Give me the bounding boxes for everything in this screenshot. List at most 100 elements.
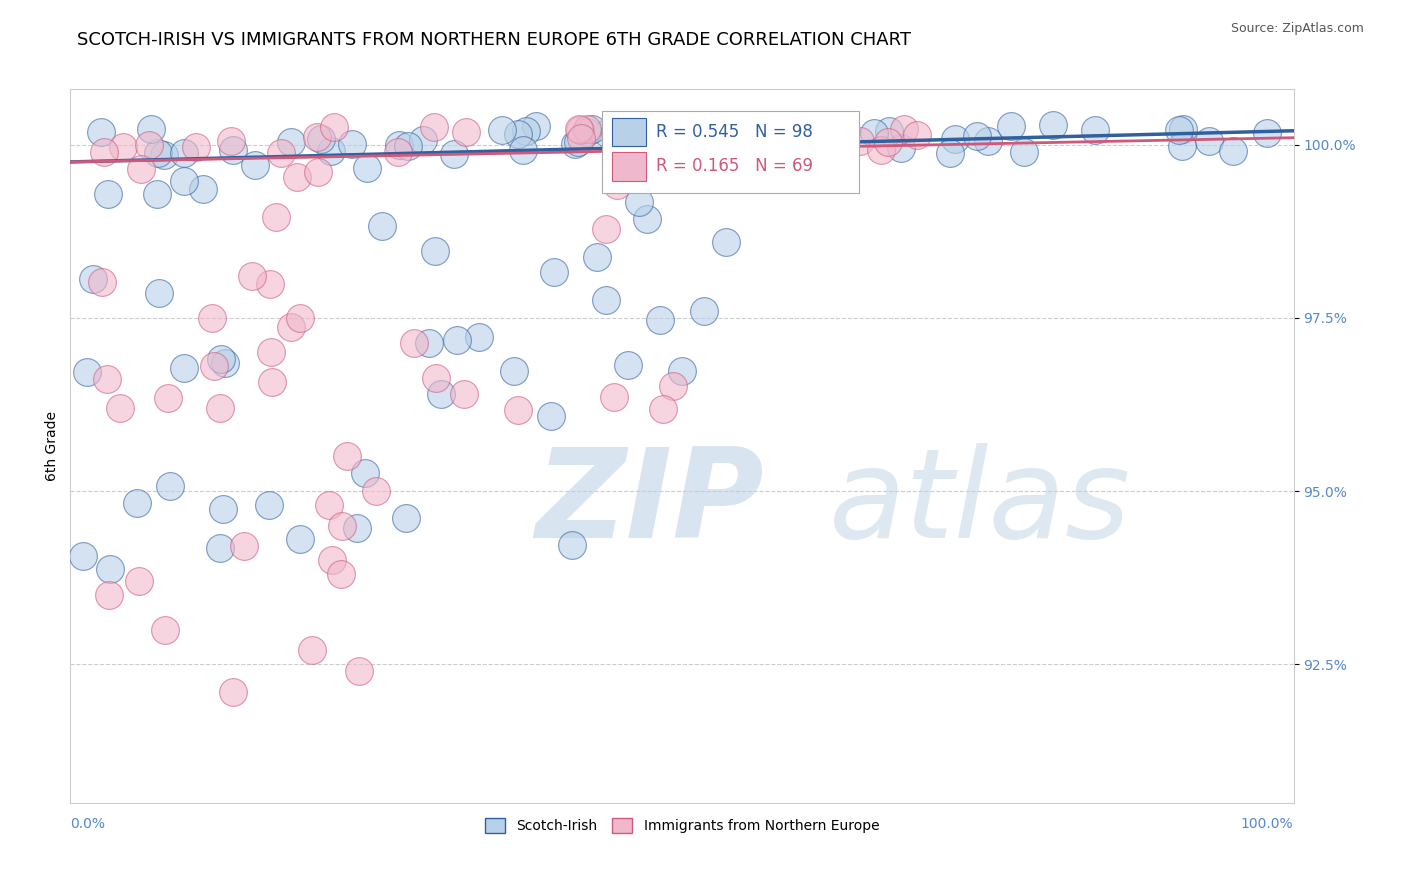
Point <box>502 364 524 378</box>
Point <box>1222 144 1244 158</box>
Point <box>349 664 371 678</box>
Point <box>693 303 716 318</box>
Point <box>290 532 312 546</box>
Point <box>1014 145 1036 160</box>
Point <box>1084 123 1107 137</box>
Point <box>395 511 418 525</box>
Point <box>159 478 181 492</box>
Point <box>214 356 236 370</box>
Point <box>1042 118 1064 132</box>
Point <box>468 330 491 344</box>
Point <box>288 310 311 325</box>
Point <box>72 549 94 563</box>
Point <box>877 135 900 149</box>
Point <box>340 137 363 152</box>
Point <box>491 123 513 137</box>
Text: 100.0%: 100.0% <box>1241 817 1294 831</box>
Point <box>977 134 1000 148</box>
Point <box>208 541 231 556</box>
Point <box>240 269 263 284</box>
Point <box>346 521 368 535</box>
Point <box>543 264 565 278</box>
Point <box>717 118 740 132</box>
Point <box>966 129 988 144</box>
Point <box>82 271 104 285</box>
Point <box>1256 126 1278 140</box>
Point <box>569 122 592 136</box>
Point <box>221 134 243 148</box>
Point <box>697 123 720 137</box>
Text: SCOTCH-IRISH VS IMMIGRANTS FROM NORTHERN EUROPE 6TH GRADE CORRELATION CHART: SCOTCH-IRISH VS IMMIGRANTS FROM NORTHERN… <box>77 31 911 49</box>
Point <box>93 145 115 159</box>
Point <box>443 146 465 161</box>
Point <box>396 139 419 153</box>
Point <box>793 133 815 147</box>
Point <box>1168 122 1191 136</box>
Point <box>173 146 195 161</box>
Point <box>939 145 962 160</box>
Point <box>148 286 170 301</box>
Bar <box>612 152 647 180</box>
Point <box>257 499 280 513</box>
Point <box>627 195 650 210</box>
Point <box>305 129 328 144</box>
Point <box>453 387 475 401</box>
Point <box>595 222 617 236</box>
Point <box>280 320 302 334</box>
Point <box>669 132 692 146</box>
Point <box>616 127 638 141</box>
Point <box>112 140 135 154</box>
Point <box>581 122 603 136</box>
Point <box>329 567 352 582</box>
Legend: Scotch-Irish, Immigrants from Northern Europe: Scotch-Irish, Immigrants from Northern E… <box>479 813 884 838</box>
Point <box>336 450 359 464</box>
Text: Source: ZipAtlas.com: Source: ZipAtlas.com <box>1230 22 1364 36</box>
Point <box>209 401 232 415</box>
Point <box>222 685 245 699</box>
Point <box>759 120 782 135</box>
Point <box>301 643 323 657</box>
Point <box>173 174 195 188</box>
Point <box>711 131 734 145</box>
Point <box>595 293 617 307</box>
Point <box>128 574 150 588</box>
Point <box>108 401 131 415</box>
Point <box>606 178 628 192</box>
Point <box>825 147 848 161</box>
Point <box>568 122 591 136</box>
Point <box>567 135 589 149</box>
Point <box>201 310 224 325</box>
Point <box>890 141 912 155</box>
Point <box>905 128 928 142</box>
Point <box>193 182 215 196</box>
Point <box>322 120 344 134</box>
Point <box>835 124 858 138</box>
Point <box>285 169 308 184</box>
Point <box>270 146 292 161</box>
Point <box>456 124 478 138</box>
Point <box>209 352 232 367</box>
Point <box>603 390 626 404</box>
Point <box>91 275 114 289</box>
Point <box>152 148 174 162</box>
Point <box>212 502 235 516</box>
Point <box>863 126 886 140</box>
Y-axis label: 6th Grade: 6th Grade <box>45 411 59 481</box>
Point <box>260 376 283 390</box>
Point <box>76 365 98 379</box>
Point <box>576 122 599 136</box>
Point <box>716 235 738 250</box>
Point <box>612 138 634 153</box>
Point <box>651 402 673 417</box>
Point <box>402 336 425 351</box>
Bar <box>612 118 647 146</box>
Point <box>153 623 176 637</box>
Point <box>222 143 245 157</box>
Point <box>418 336 440 351</box>
Point <box>631 123 654 137</box>
Text: R = 0.545   N = 98: R = 0.545 N = 98 <box>657 123 813 141</box>
Point <box>129 161 152 176</box>
Point <box>671 364 693 378</box>
Point <box>412 133 434 147</box>
Point <box>157 391 180 405</box>
